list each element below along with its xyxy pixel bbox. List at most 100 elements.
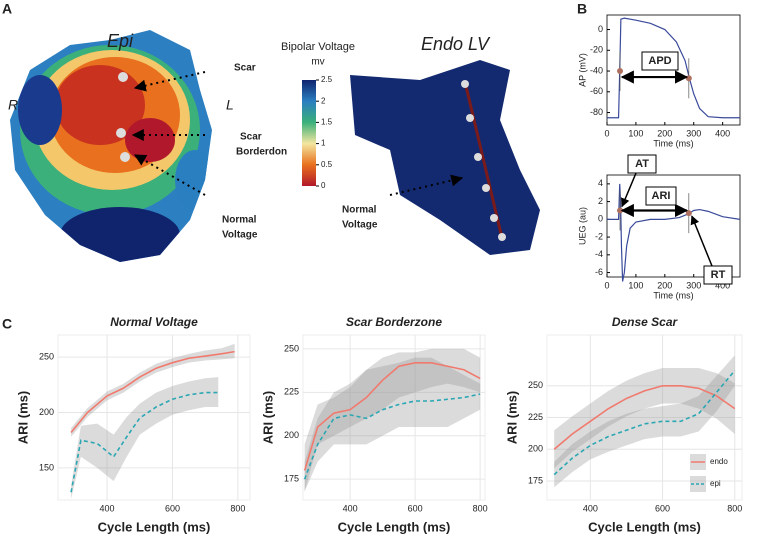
map-label: R [8,97,18,113]
y-tick-label: 250 [284,343,299,353]
x-tick-label: 800 [727,503,742,513]
map-label: Voltage [342,220,378,231]
x-tick-label: 600 [408,503,423,513]
chart-title: Dense Scar [612,315,679,329]
x-tick-label: 400 [715,280,730,290]
confidence-band [71,377,219,499]
y-tick-label: -4 [595,249,603,259]
x-tick-label: 200 [657,128,672,138]
colorbar-tick-label: 1 [321,139,326,148]
x-tick-label: 0 [604,128,609,138]
y-tick-label: -20 [590,45,603,55]
map-label: Voltage [222,230,258,241]
annotation-box [703,265,733,285]
map-label: Borderdon [236,147,287,158]
annotation: RT [711,269,726,281]
data-line [303,393,481,480]
annotation: APD [648,55,671,67]
map-title: Endo LV [421,34,491,54]
panel-label: A [2,1,12,17]
y-tick-label: 0 [598,24,603,34]
x-tick-label: 400 [715,128,730,138]
y-tick-label: 225 [284,387,299,397]
y-tick-label: 225 [528,412,543,422]
colorbar-tick-label: 2.5 [321,75,333,84]
annotation-box [641,51,679,71]
y-tick-label: 2 [598,196,603,206]
chart-title: Scar Borderzone [346,315,442,329]
endo-map [350,60,540,255]
y-tick-label: -2 [595,231,603,241]
map-label: Normal [222,215,257,226]
annotation: AT [635,158,649,170]
x-axis-label: Cycle Length (ms) [588,519,701,534]
y-tick-label: 200 [39,407,54,417]
y-tick-label: 0 [598,214,603,224]
x-tick-label: 400 [100,503,115,513]
map-label: L [226,97,234,113]
colorbar-title: Bipolar Voltage [281,41,355,53]
y-axis-label: ARI (ms) [15,391,30,444]
plot-frame [606,14,741,126]
confidence-band [304,348,481,492]
data-line [607,17,740,119]
y-tick-label: 175 [528,475,543,485]
annotation: ARI [652,190,671,202]
y-tick-label: 250 [39,352,54,362]
annotation-box [627,154,657,174]
colorbar-unit: mv [311,57,324,68]
x-tick-label: 800 [473,503,488,513]
plot-area [302,334,486,501]
panel-label: C [2,316,12,332]
legend-label: endo [710,457,728,466]
confidence-band [71,343,235,437]
x-tick-label: 600 [165,503,180,513]
colorbar-tick-label: 0.5 [321,160,333,169]
y-tick-label: -6 [595,267,603,277]
panel-label: B [577,1,587,17]
map-label: Scar [240,132,262,143]
x-axis-label: Cycle Length (ms) [338,519,451,534]
x-axis-label: Time (ms) [653,138,693,148]
x-tick-label: 400 [343,503,358,513]
map-title: Epi [107,31,134,51]
y-tick-label: -40 [590,65,603,75]
legend-label: epi [710,479,721,488]
x-tick-label: 800 [230,503,245,513]
y-axis-label: AP (mV) [577,53,587,87]
x-tick-label: 100 [628,128,643,138]
colorbar-tick-label: 2 [321,96,326,105]
y-axis-label: ARI (ms) [504,391,519,444]
data-line [70,350,235,433]
colorbar [302,80,316,186]
y-tick-label: 175 [284,474,299,484]
x-tick-label: 600 [655,503,670,513]
confidence-band [554,355,735,488]
y-tick-label: -60 [590,86,603,96]
y-tick-label: 250 [528,380,543,390]
data-line [70,391,219,493]
x-tick-label: 100 [628,280,643,290]
colorbar-tick-label: 0 [321,181,326,190]
colorbar-tick-label: 1.5 [321,118,333,127]
plot-frame [606,174,741,278]
epi-map [10,30,212,262]
annotation-arrow [690,215,713,267]
confidence-band [554,368,735,469]
data-line [303,361,481,471]
annotation-arrow [620,172,637,208]
y-tick-label: 150 [39,462,54,472]
y-tick-label: 200 [284,430,299,440]
annotation-box [645,186,677,206]
chart-title: Normal Voltage [110,315,198,329]
y-axis-label: UEG (au) [577,207,587,245]
y-tick-label: -80 [590,107,603,117]
x-tick-label: 300 [686,128,701,138]
y-axis-label: ARI (ms) [260,391,275,444]
y-tick-label: 4 [598,178,603,188]
y-tick-label: 200 [528,444,543,454]
x-tick-label: 400 [583,503,598,513]
data-line [607,183,741,282]
x-tick-label: 300 [686,280,701,290]
map-label: Scar [234,63,256,74]
